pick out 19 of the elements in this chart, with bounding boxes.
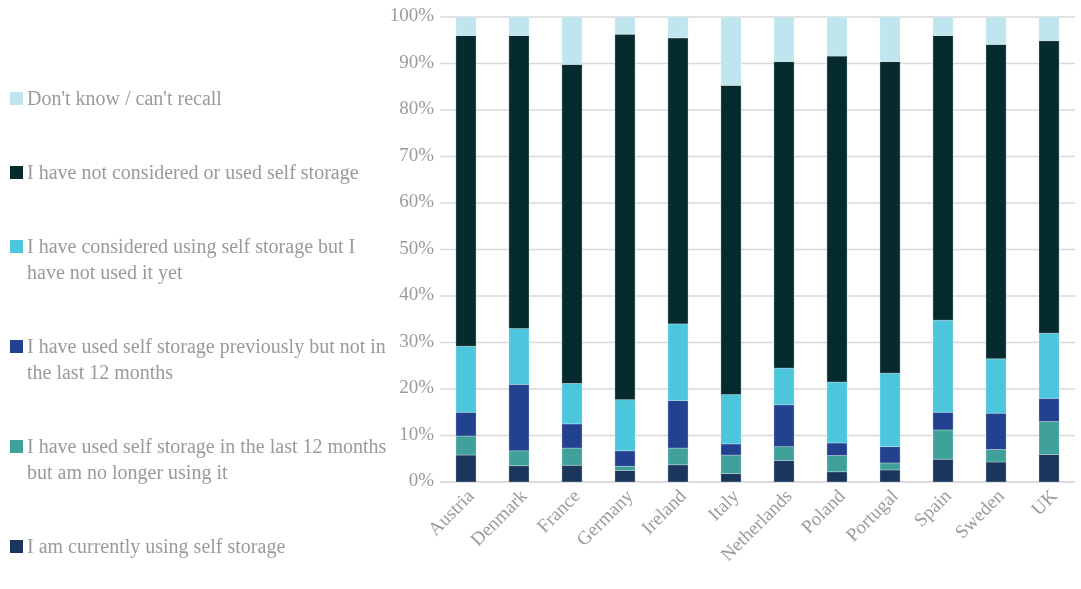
legend-label: Don't know / can't recall: [27, 86, 223, 109]
y-tick-label: 60%: [399, 190, 435, 212]
y-tick-label: 50%: [399, 236, 435, 258]
legend-label: I have considered using self storage but I have not used it yet: [27, 234, 356, 284]
legend-label: I have not considered or used self storage: [27, 160, 359, 184]
y-tick-label: 30%: [399, 329, 435, 351]
y-tick-label: 90%: [399, 50, 435, 72]
y-tick-label: 80%: [399, 97, 435, 119]
y-tick-label: 0%: [408, 469, 435, 491]
legend-label: I have used self storage in the last 12 months but am no longer using it: [27, 434, 387, 484]
bar: [614, 469, 636, 483]
legend-label: I am currently using self storage: [27, 534, 286, 558]
y-tick-label: 20%: [399, 376, 435, 398]
y-tick-label: 10%: [399, 422, 435, 444]
y-tick-label: 40%: [399, 283, 435, 305]
y-tick-label: 70%: [399, 143, 435, 165]
x-tick-label: UK: [1026, 484, 1062, 520]
legend-label: I have used self storage previously but not in the last 12 months: [27, 334, 386, 383]
y-tick-label: 100%: [389, 4, 435, 26]
